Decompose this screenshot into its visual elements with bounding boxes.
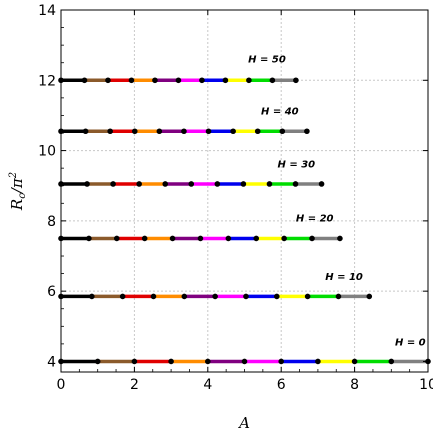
- series-point: [366, 293, 373, 300]
- series-point: [315, 358, 321, 365]
- series-point: [136, 181, 142, 187]
- series-annotation: H = 0: [395, 338, 426, 349]
- series-point: [131, 358, 138, 365]
- series-point: [225, 235, 232, 242]
- series-point: [214, 181, 221, 187]
- series-point: [318, 181, 325, 187]
- x-axis-label: A: [237, 414, 250, 432]
- y-axis-label-denominator: π: [8, 177, 26, 189]
- y-tick-label: 14: [38, 3, 56, 19]
- series-annotation: H = 40: [261, 107, 299, 118]
- series-point: [131, 128, 138, 135]
- y-tick-label: 4: [47, 354, 56, 370]
- x-tick-label: 10: [419, 377, 433, 393]
- series-0: [58, 358, 431, 365]
- series-4: [58, 128, 310, 135]
- y-axis-label-sub: c: [17, 193, 28, 199]
- series-point: [273, 293, 280, 300]
- series-point: [304, 293, 311, 300]
- series-point: [94, 358, 101, 365]
- series-point: [181, 293, 188, 300]
- series-point: [205, 358, 211, 365]
- series-point: [84, 181, 90, 187]
- series-point: [197, 235, 204, 242]
- x-tick-label: 4: [203, 377, 212, 393]
- series-point: [254, 128, 261, 135]
- series-annotation: H = 10: [325, 272, 363, 283]
- series-point: [156, 128, 163, 135]
- series-point: [89, 293, 95, 300]
- series-point: [199, 77, 205, 84]
- ticks: 0 2 4 6 8 10 4 6 8 10 12 14: [38, 3, 433, 393]
- series-point: [205, 128, 212, 135]
- series-point: [113, 235, 120, 242]
- series-point: [222, 77, 229, 84]
- series-point: [152, 77, 158, 84]
- series-point: [351, 358, 358, 365]
- y-axis-label: Rc/π2: [8, 172, 28, 211]
- y-axis-label-main: R: [8, 199, 26, 211]
- grid: [60, 9, 429, 372]
- series-point: [388, 358, 395, 365]
- series-point: [246, 77, 252, 84]
- series-point: [141, 235, 148, 242]
- series-point: [279, 128, 286, 135]
- series-point: [230, 128, 236, 135]
- series-point: [240, 181, 247, 187]
- series-point: [337, 235, 343, 242]
- series-point: [82, 128, 89, 135]
- series-point: [243, 293, 249, 300]
- series-point: [175, 77, 182, 84]
- series-point: [335, 293, 342, 300]
- series-point: [292, 181, 299, 187]
- series-annotation: H = 20: [296, 214, 334, 225]
- plot-frame: [60, 9, 429, 373]
- series-layer: [58, 77, 431, 365]
- series-point: [253, 235, 260, 242]
- x-tick-label: 0: [57, 377, 66, 393]
- y-axis-label-power: 2: [8, 172, 19, 179]
- series-5: [58, 77, 299, 84]
- series-point: [162, 181, 169, 187]
- x-tick-label: 6: [277, 377, 286, 393]
- series-3: [58, 181, 325, 187]
- series-point: [105, 77, 111, 84]
- series-2: [58, 235, 343, 242]
- series-point: [169, 235, 176, 242]
- series-point: [128, 77, 135, 84]
- series-point: [81, 77, 88, 84]
- y-tick-label: 8: [47, 214, 56, 230]
- series-point: [150, 293, 157, 300]
- series-point: [107, 128, 113, 135]
- y-tick-label: 12: [38, 73, 56, 89]
- series-point: [269, 77, 276, 84]
- series-point: [281, 235, 287, 242]
- series-point: [309, 235, 315, 242]
- series-point: [293, 77, 299, 84]
- series-point: [241, 358, 248, 365]
- svg-text:Rc/π2: Rc/π2: [8, 172, 28, 211]
- series-point: [304, 128, 310, 135]
- series-point: [278, 358, 285, 365]
- series-point: [168, 358, 174, 365]
- series-point: [119, 293, 126, 300]
- series-point: [212, 293, 218, 300]
- series-point: [86, 235, 92, 242]
- series-point: [188, 181, 195, 187]
- series-point: [266, 181, 273, 187]
- series-annotation: H = 30: [278, 159, 316, 170]
- x-tick-label: 8: [350, 377, 359, 393]
- y-tick-label: 6: [47, 284, 56, 300]
- annotations: H = 0 H = 10 H = 20 H = 30 H = 40 H = 50: [248, 55, 426, 349]
- x-tick-label: 2: [130, 377, 139, 393]
- series-point: [110, 181, 116, 187]
- y-tick-label: 10: [38, 144, 56, 160]
- series-1: [58, 293, 373, 300]
- series-annotation: H = 50: [248, 55, 286, 66]
- series-point: [181, 128, 187, 135]
